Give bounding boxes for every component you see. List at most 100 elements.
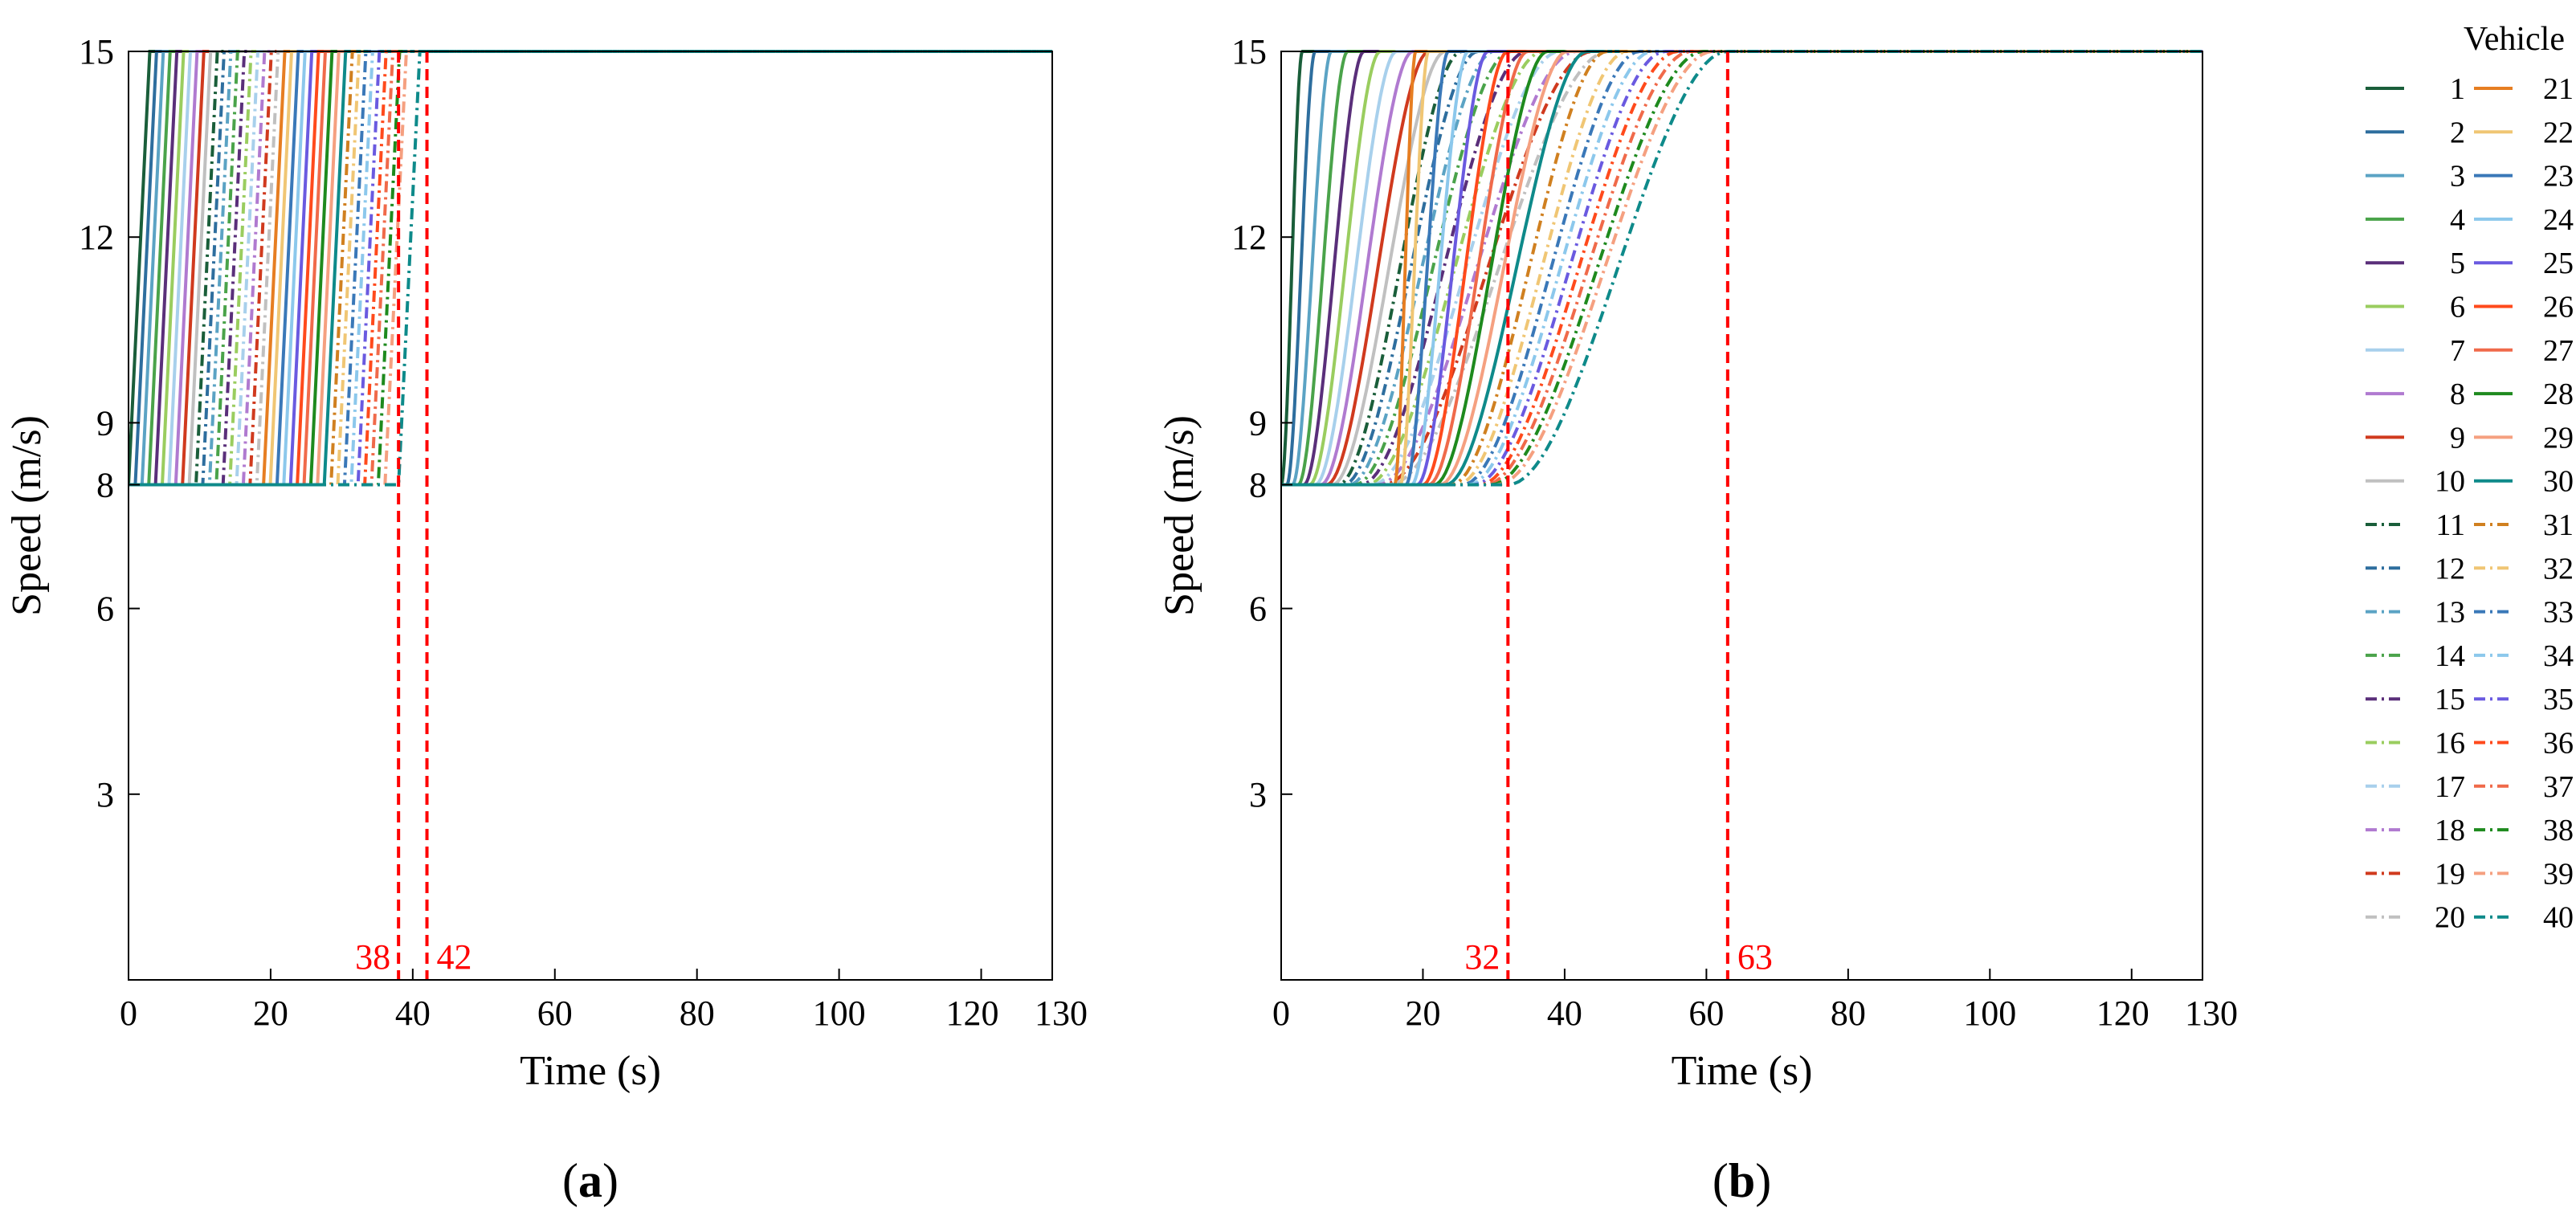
legend-label: 13 [2435, 596, 2465, 630]
legend-item-vehicle-37: 37 [2474, 770, 2574, 804]
series-line-vehicle-26 [1281, 50, 2202, 487]
series-line-vehicle-23 [1281, 50, 2202, 487]
panel-a-series [129, 50, 1052, 487]
x-tick-label: 0 [1272, 994, 1290, 1033]
series-line-vehicle-14 [1281, 50, 2202, 487]
x-tick-label: 60 [1688, 994, 1724, 1033]
legend-item-vehicle-33: 33 [2474, 596, 2574, 630]
x-tick-label: 0 [120, 994, 137, 1033]
legend-label: 20 [2435, 901, 2465, 935]
panel-a-label-letter: a [578, 1154, 602, 1207]
panel-b-label: (b) [1713, 1154, 1771, 1207]
legend-label: 38 [2543, 814, 2574, 847]
legend-item-vehicle-32: 32 [2474, 552, 2574, 586]
legend-label: 37 [2543, 770, 2574, 804]
legend-item-vehicle-13: 13 [2366, 596, 2465, 630]
series-line-vehicle-20 [1281, 50, 2202, 487]
legend-item-vehicle-8: 8 [2366, 377, 2465, 411]
y-tick-label: 6 [96, 590, 114, 629]
series-line-vehicle-2 [1281, 50, 2202, 487]
legend-item-vehicle-9: 9 [2366, 421, 2465, 455]
x-tick-label: 80 [1831, 994, 1866, 1033]
x-tick-label: 40 [1547, 994, 1582, 1033]
panel-b-x-axis-label: Time (s) [1672, 1048, 1813, 1094]
legend-item-vehicle-1: 1 [2366, 72, 2465, 106]
legend-item-vehicle-21: 21 [2474, 72, 2574, 106]
legend-label: 3 [2450, 160, 2465, 194]
legend-label: 9 [2450, 421, 2465, 455]
legend-label: 2 [2450, 116, 2465, 149]
legend-item-vehicle-27: 27 [2474, 334, 2574, 368]
panel-b-label-letter: b [1729, 1154, 1755, 1207]
series-line-vehicle-32 [1281, 50, 2202, 487]
series-line-vehicle-8 [1281, 50, 2202, 487]
y-tick-label: 6 [1249, 590, 1267, 629]
panel-a-x-axis-label: Time (s) [520, 1048, 661, 1094]
panel-b-series [1281, 50, 2202, 487]
y-tick-label: 12 [79, 218, 114, 257]
legend-item-vehicle-19: 19 [2366, 857, 2465, 891]
y-tick-label: 3 [1249, 775, 1267, 814]
x-tick-label: 120 [946, 994, 999, 1033]
series-line-vehicle-11 [1281, 50, 2202, 487]
series-line-vehicle-3 [1281, 50, 2202, 487]
panel-b: 32 63 0 20 40 60 80 100 120 130 3 6 8 9 12 15 Time (s)… [1157, 32, 2238, 1207]
legend-label: 34 [2543, 639, 2574, 673]
panel-a-label-open: ( [562, 1154, 578, 1207]
legend-label: 15 [2435, 683, 2465, 716]
legend-title: Vehicle [2464, 21, 2565, 58]
series-line-vehicle-31 [1281, 50, 2202, 487]
legend-label: 24 [2543, 203, 2574, 237]
legend-item-vehicle-14: 14 [2366, 639, 2465, 673]
y-tick-label: 15 [1231, 32, 1267, 71]
series-line-vehicle-28 [1281, 50, 2202, 487]
panel-b-ticks: 0 20 40 60 80 100 120 130 3 6 8 9 12 15 [1231, 32, 2238, 1033]
legend-item-vehicle-23: 23 [2474, 160, 2574, 194]
legend-label: 33 [2543, 596, 2574, 630]
legend-label: 18 [2435, 814, 2465, 847]
series-line-vehicle-38 [1281, 50, 2202, 487]
legend-item-vehicle-22: 22 [2474, 116, 2574, 149]
x-tick-label: 20 [1405, 994, 1440, 1033]
legend-label: 5 [2450, 247, 2465, 280]
legend-item-vehicle-29: 29 [2474, 421, 2574, 455]
marker-label-32: 32 [1464, 937, 1500, 977]
legend-item-vehicle-5: 5 [2366, 247, 2465, 280]
legend-label: 39 [2543, 857, 2574, 891]
series-line-vehicle-40 [1281, 50, 2202, 487]
series-line-vehicle-34 [1281, 50, 2202, 487]
legend-item-vehicle-15: 15 [2366, 683, 2465, 716]
legend-label: 14 [2435, 639, 2465, 673]
legend-label: 19 [2435, 857, 2465, 891]
panel-a-markers: 38 42 [355, 51, 472, 980]
series-line-vehicle-14 [129, 50, 1052, 487]
legend-label: 30 [2543, 465, 2574, 499]
marker-label-63: 63 [1737, 937, 1773, 977]
legend-label: 7 [2450, 334, 2465, 368]
series-line-vehicle-39 [1281, 50, 2202, 487]
series-line-vehicle-4 [1281, 50, 2202, 487]
y-tick-label: 8 [96, 465, 114, 504]
legend-item-vehicle-38: 38 [2474, 814, 2574, 847]
legend-item-vehicle-31: 31 [2474, 508, 2574, 542]
x-tick-label: 120 [2096, 994, 2149, 1033]
y-tick-label: 8 [1249, 465, 1267, 504]
legend-item-vehicle-25: 25 [2474, 247, 2574, 280]
series-line-vehicle-25 [1281, 50, 2202, 487]
marker-label-38: 38 [355, 937, 390, 977]
series-line-vehicle-35 [1281, 50, 2202, 487]
panel-b-axes-frame [1280, 51, 2203, 981]
x-tick-label: 130 [1035, 994, 1088, 1033]
x-tick-label: 100 [813, 994, 866, 1033]
x-tick-label: 100 [1963, 994, 2016, 1033]
series-line-vehicle-24 [1281, 50, 2202, 487]
series-line-vehicle-27 [1281, 50, 2202, 487]
series-line-vehicle-32 [129, 50, 1052, 487]
legend-item-vehicle-11: 11 [2366, 508, 2465, 542]
series-line-vehicle-29 [1281, 50, 2202, 487]
legend-label: 10 [2435, 465, 2465, 499]
series-line-vehicle-22 [1281, 50, 2202, 487]
x-tick-label: 40 [395, 994, 431, 1033]
panel-b-y-axis-label: Speed (m/s) [1157, 415, 1202, 616]
legend-item-vehicle-16: 16 [2366, 727, 2465, 761]
